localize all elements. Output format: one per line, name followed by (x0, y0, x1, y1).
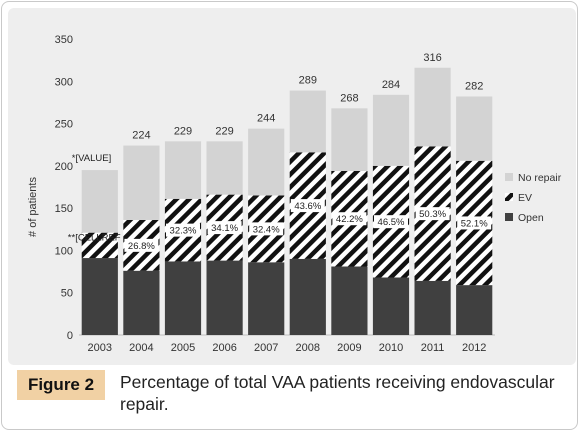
stray-cellref-label: **[CELLREF (68, 232, 121, 243)
total-label: 268 (340, 92, 358, 104)
open-segment (81, 258, 118, 335)
ev-segment (81, 232, 118, 259)
legend: No repair EV Open (505, 172, 562, 224)
total-label: 224 (132, 130, 150, 142)
no-repair-segment (123, 145, 160, 220)
open-segment (248, 262, 285, 335)
open-segment (331, 266, 368, 335)
open-segment (164, 261, 202, 335)
figure-label: Figure 2 (17, 370, 105, 400)
total-label: 229 (174, 125, 192, 137)
x-axis: 2003 2004 2005 2006 2007 2008 2009 2010 2011 2012 (88, 342, 487, 354)
caption-row: Figure 2 Percentage of total VAA patient… (17, 370, 573, 430)
legend-label-ev: EV (518, 192, 532, 204)
total-label: 229 (215, 125, 233, 137)
figure-caption: Percentage of total VAA patients receivi… (120, 372, 555, 414)
bars (81, 67, 493, 335)
total-label: 284 (382, 79, 400, 91)
legend-swatch-ev (505, 193, 513, 201)
x-tick-label: 2008 (296, 342, 320, 354)
y-tick-label: 150 (55, 203, 73, 215)
no-repair-segment (289, 90, 326, 153)
ev-percent-label: 50.3% (419, 209, 446, 220)
no-repair-segment (331, 108, 368, 171)
no-repair-segment (248, 128, 285, 196)
x-tick-label: 2005 (171, 342, 195, 354)
pct-label-bg (166, 223, 200, 237)
pct-label-bg (207, 221, 242, 235)
open-segment (372, 277, 410, 335)
open-segment (206, 260, 243, 335)
no-repair-segment (414, 67, 451, 147)
y-axis-label: # of patients (27, 177, 39, 237)
no-repair-segment (372, 94, 410, 166)
x-tick-label: 2010 (379, 342, 403, 354)
pct-label-bg (374, 215, 408, 229)
pct-label-bg (124, 238, 159, 252)
legend-label-open: Open (518, 212, 544, 224)
x-tick-label: 2009 (337, 342, 361, 354)
y-tick-label: 0 (67, 330, 73, 342)
ev-percent-label: 43.6% (294, 201, 321, 212)
ev-percent-label: 26.8% (128, 241, 155, 252)
open-segment (414, 280, 451, 335)
x-tick-label: 2003 (88, 342, 112, 354)
x-tick-label: 2006 (212, 342, 236, 354)
legend-label-no-repair: No repair (518, 172, 562, 184)
x-tick-label: 2007 (254, 342, 278, 354)
y-tick-label: 250 (55, 119, 73, 131)
ev-percent-label: 42.2% (336, 214, 363, 225)
pct-label-bg (415, 207, 450, 221)
no-repair-segment (456, 96, 493, 161)
ev-percent-label: 52.1% (461, 218, 488, 229)
y-tick-label: 200 (55, 161, 73, 173)
open-segment (456, 285, 493, 335)
no-repair-segment (164, 141, 202, 199)
y-tick-label: 350 (55, 34, 73, 46)
pct-label-bg (290, 199, 325, 213)
stray-value-label: *[VALUE] (72, 153, 111, 164)
no-repair-segment (206, 141, 243, 195)
ev-percent-label: 32.4% (253, 224, 280, 235)
ev-percent-label: 46.5% (378, 217, 405, 228)
legend-swatch-open (505, 213, 513, 221)
pct-label-bg (332, 212, 367, 226)
open-segment (123, 270, 160, 335)
x-tick-label: 2004 (129, 342, 153, 354)
pct-label-bg (457, 216, 492, 230)
ev-percent-label: 34.1% (211, 223, 238, 234)
y-tick-label: 300 (55, 76, 73, 88)
pct-label-bg (249, 222, 284, 236)
total-label: 282 (465, 81, 483, 93)
total-label: 316 (423, 52, 441, 64)
y-tick-label: 100 (55, 245, 73, 257)
y-tick-label: 50 (61, 288, 73, 300)
ev-percent-label: 32.3% (170, 226, 197, 237)
x-tick-label: 2012 (462, 342, 486, 354)
plot-panel: 0 50 100 150 200 250 300 350 2003 2004 2005 2006 20… (8, 8, 576, 365)
total-label: 289 (299, 75, 317, 87)
data-labels: 224 26.8% 229 32.3% 229 34.1% 244 32.4% 289 43.6%… (68, 52, 492, 252)
no-repair-segment (81, 170, 118, 233)
open-segment (289, 258, 326, 335)
legend-swatch-no-repair (505, 173, 513, 181)
x-tick-label: 2011 (421, 342, 445, 354)
total-label: 244 (257, 113, 275, 125)
